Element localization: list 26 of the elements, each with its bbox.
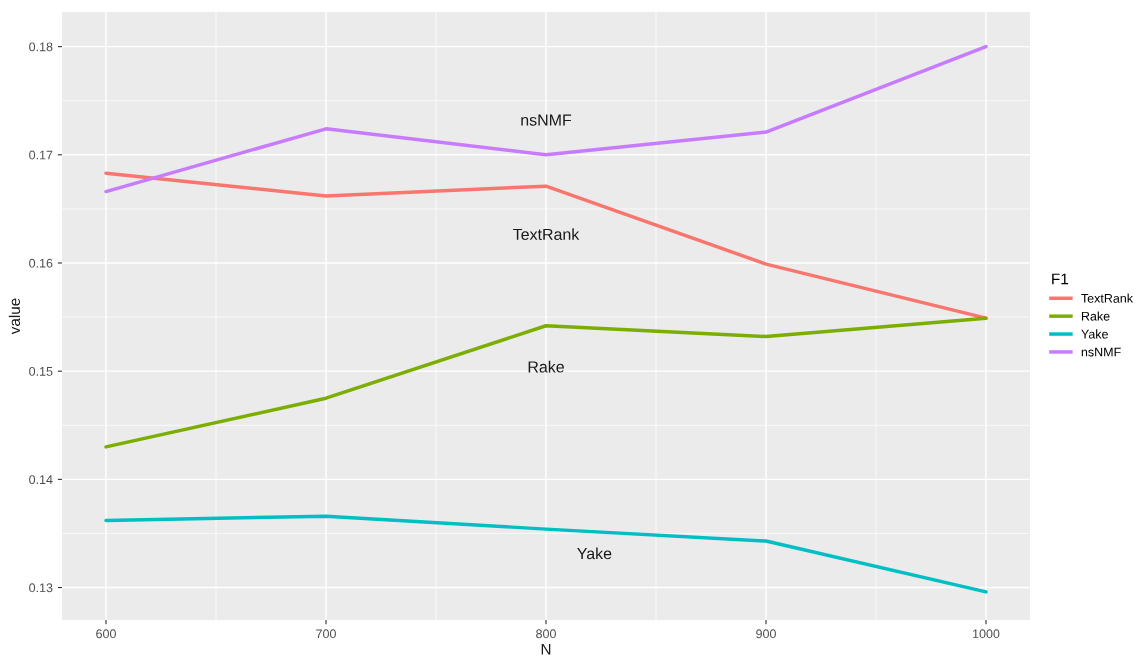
line-series [104,171,988,320]
x-tick-label: 800 [536,629,556,639]
x-axis-title: N [541,644,551,655]
legend-label: Yake [1081,329,1108,339]
x-tick-label: 1000 [973,629,1000,639]
y-axis-title: value [8,298,21,335]
line-series [104,316,988,449]
legend-label: nsNMF [1081,347,1121,357]
legend-label: TextRank [1081,293,1134,303]
annotation: nsNMF [521,114,572,126]
legend-label: Rake [1081,311,1110,321]
x-tick-label: 900 [756,629,776,639]
x-tick-label: 700 [316,629,336,639]
y-tick-label: 0.14 [29,475,53,485]
line-series [104,514,988,594]
legend-title: F1 [1052,273,1069,285]
line-series [104,44,988,194]
annotation: TextRank [513,228,580,241]
y-tick-label: 0.18 [29,42,53,52]
annotation: Rake [528,360,564,373]
y-tick-label: 0.16 [29,258,53,268]
annotation: Yake [577,547,612,560]
x-tick-label: 600 [96,629,116,639]
y-tick-label: 0.13 [29,583,53,593]
y-tick-label: 0.15 [29,366,53,376]
y-tick-label: 0.17 [29,150,53,160]
